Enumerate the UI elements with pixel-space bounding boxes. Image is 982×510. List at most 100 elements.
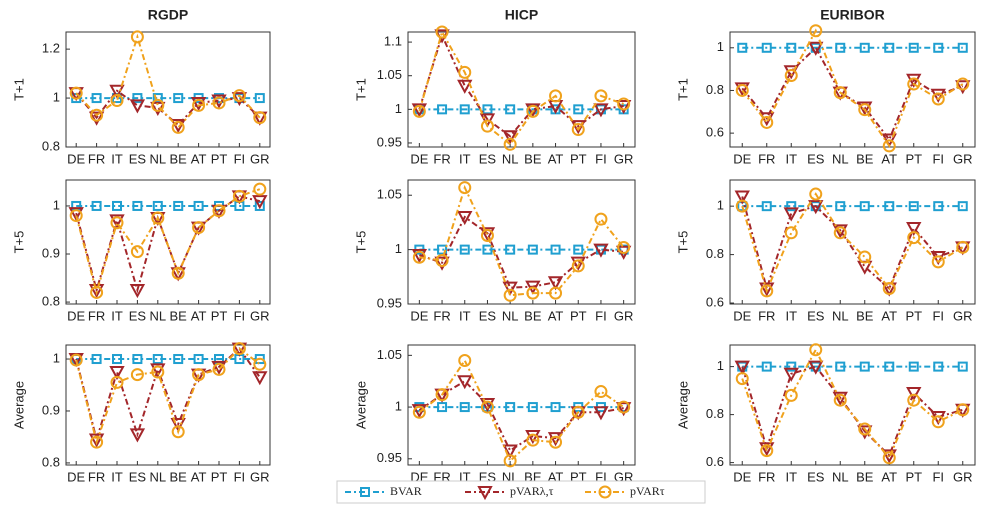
x-tick-label: FR: [88, 308, 105, 323]
marker: [594, 89, 608, 103]
marker: [132, 354, 143, 365]
x-tick-label: FR: [758, 469, 775, 484]
marker: [457, 375, 473, 390]
marker: [459, 104, 470, 115]
marker: [459, 244, 470, 255]
series-line: [741, 192, 964, 294]
y-tick-label: 1: [53, 350, 60, 365]
marker: [434, 256, 450, 271]
marker: [906, 387, 922, 402]
marker: [907, 77, 921, 91]
x-tick-label: FR: [88, 469, 105, 484]
y-tick-label: 1: [395, 241, 402, 256]
marker: [503, 288, 517, 302]
y-axis-label: Average: [675, 381, 690, 429]
x-tick-label: PT: [570, 308, 587, 323]
marker: [547, 276, 564, 291]
marker: [411, 249, 428, 264]
x-tick-label: AT: [191, 308, 207, 323]
x-tick-label: GR: [953, 469, 973, 484]
series-line: [75, 33, 261, 129]
x-tick-label: FR: [433, 151, 450, 166]
marker: [808, 200, 824, 215]
marker: [480, 228, 494, 242]
marker: [173, 354, 184, 365]
marker: [479, 227, 496, 242]
chart-title: HICP: [505, 7, 538, 23]
x-tick-label: AT: [191, 469, 207, 484]
x-tick-label: GR: [250, 469, 270, 484]
marker: [594, 212, 608, 226]
marker: [835, 42, 846, 53]
marker: [130, 30, 144, 44]
marker: [480, 119, 494, 133]
x-tick-label: NL: [149, 308, 166, 323]
x-tick-label: AT: [191, 151, 207, 166]
marker: [957, 201, 968, 212]
y-tick-label: 1.1: [384, 34, 402, 49]
marker: [212, 362, 226, 376]
marker: [232, 342, 246, 356]
plot-frame: [407, 179, 636, 305]
x-tick-label: GR: [953, 308, 973, 323]
marker: [435, 253, 449, 267]
y-tick-label: 0.8: [706, 406, 724, 421]
x-tick-label: ES: [129, 308, 147, 323]
y-tick-label: 1: [53, 197, 60, 212]
marker: [881, 133, 897, 148]
marker: [783, 207, 799, 222]
marker: [525, 280, 541, 295]
marker: [908, 361, 919, 372]
x-tick-label: AT: [881, 151, 897, 166]
x-tick-label: AT: [881, 308, 897, 323]
marker: [109, 214, 125, 229]
marker: [482, 244, 493, 255]
marker: [933, 42, 944, 53]
marker: [212, 204, 226, 218]
legend: BVAR pVARλ,τ pVARτ: [336, 480, 706, 504]
marker: [171, 425, 185, 439]
y-tick-label: 0.9: [42, 245, 60, 260]
marker: [110, 94, 124, 108]
legend-marker: [598, 485, 612, 499]
x-tick-label: ES: [129, 469, 147, 484]
x-tick-label: ES: [129, 151, 147, 166]
x-tick-label: NL: [149, 469, 166, 484]
y-tick-label: 0.9: [42, 402, 60, 417]
x-tick-label: AT: [548, 308, 564, 323]
marker: [68, 207, 84, 222]
marker: [808, 360, 824, 375]
x-tick-label: IT: [459, 151, 471, 166]
marker: [884, 201, 895, 212]
marker: [253, 357, 267, 371]
marker: [505, 402, 516, 413]
x-tick-label: FR: [88, 151, 105, 166]
marker: [254, 200, 265, 211]
x-tick-label: IT: [785, 469, 797, 484]
panel: T+5 0.8 0.9 1 DE FR IT ES NL BE AT PT FI GR: [11, 179, 271, 323]
series-line: [741, 365, 964, 458]
marker: [525, 103, 541, 118]
y-tick-label: 1: [53, 90, 60, 105]
x-tick-label: DE: [67, 151, 85, 166]
chart-title: RGDP: [148, 7, 188, 23]
marker: [735, 199, 749, 213]
y-tick-label: 0.6: [706, 454, 724, 469]
y-tick-label: 1: [717, 39, 724, 54]
marker: [570, 256, 586, 271]
series-line: [75, 188, 261, 297]
marker: [458, 354, 472, 368]
marker: [192, 368, 206, 382]
x-tick-label: GR: [953, 151, 973, 166]
plot-frame: [407, 31, 636, 148]
marker: [253, 111, 267, 125]
y-tick-label: 0.8: [706, 82, 724, 97]
y-axis-label: T+5: [11, 231, 26, 254]
marker: [480, 400, 494, 414]
marker: [88, 111, 105, 126]
marker: [171, 120, 185, 134]
marker: [412, 250, 426, 264]
marker: [570, 120, 586, 135]
